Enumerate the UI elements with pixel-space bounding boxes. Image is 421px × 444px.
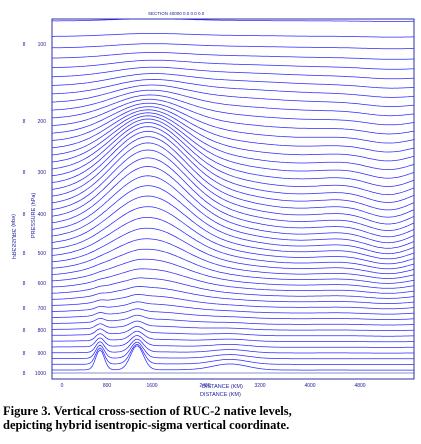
- y-tick-label-mirror: 8: [23, 371, 26, 377]
- native-level-line: [52, 118, 414, 187]
- x-tick-label: 800: [103, 383, 112, 389]
- native-level-line: [52, 330, 414, 343]
- native-level-line: [52, 109, 414, 162]
- y-tick-label-mirror: 8: [23, 251, 26, 257]
- x-tick-label: 3200: [254, 383, 265, 389]
- native-level-line: [52, 98, 414, 135]
- caption-line-2: depicting hybrid isentropic-sigma vertic…: [3, 418, 290, 432]
- native-level-line: [52, 112, 414, 170]
- native-level-line: [52, 258, 414, 289]
- caption-line-1: Figure 3. Vertical cross-section of RUC-…: [3, 404, 292, 418]
- y-axis-label: PRESSURE (hPa): [31, 193, 37, 238]
- native-level-line: [52, 33, 414, 38]
- native-level-line: [52, 308, 414, 320]
- x-tick-label: 4800: [354, 383, 365, 389]
- y-tick-label-mirror: 8: [23, 119, 26, 125]
- x-axis-label-top: DISTANCE (KM): [202, 384, 243, 390]
- y-tick-label: 200: [38, 119, 47, 125]
- native-level-line: [52, 89, 414, 117]
- native-level-line: [52, 326, 414, 337]
- native-level-line: [52, 122, 414, 195]
- y-axis-label-mirror: (eqa) ЭЯUƧƧЭЯЧ: [10, 214, 16, 259]
- cross-section-chart: SECTION 40000 0.0 0.0 0.0 100 200 300 400 50…: [10, 11, 415, 398]
- native-level-line: [52, 102, 414, 144]
- x-tick-label: 0: [61, 383, 64, 389]
- native-level-line: [52, 115, 414, 179]
- native-level-line: [52, 52, 414, 60]
- native-level-line: [52, 166, 414, 244]
- native-level-line: [52, 59, 414, 70]
- native-level-line: [52, 268, 414, 294]
- y-tick-label-mirror: 8: [23, 42, 26, 48]
- y-tick-label: 1000: [35, 371, 46, 377]
- native-level-line: [52, 84, 414, 107]
- native-level-line: [52, 73, 414, 89]
- native-level-line: [52, 301, 414, 315]
- native-level-line: [52, 157, 414, 238]
- native-level-line: [52, 314, 414, 326]
- y-tick-label-mirror: 8: [23, 351, 26, 357]
- native-level-line: [52, 130, 414, 211]
- native-level-line: [52, 43, 414, 50]
- figure-caption: Figure 3. Vertical cross-section of RUC-…: [3, 404, 419, 432]
- native-level-line: [52, 320, 414, 331]
- native-level-line: [52, 185, 414, 255]
- plot-frame: [51, 18, 415, 380]
- native-level-line: [52, 106, 414, 153]
- y-tick-label: 700: [38, 306, 47, 312]
- native-level-line: [52, 136, 414, 218]
- native-level-line: [52, 79, 414, 98]
- x-tick-label: 2400: [199, 383, 210, 389]
- native-level-line: [52, 126, 414, 203]
- native-level-line: [52, 335, 414, 348]
- y-tick-label-mirror: 8: [23, 328, 26, 334]
- native-level-lines: [52, 19, 414, 371]
- y-tick-label: 800: [38, 328, 47, 334]
- x-tick-label: 4000: [304, 383, 315, 389]
- y-tick-label: 400: [38, 212, 47, 218]
- y-tick-label: 100: [38, 42, 47, 48]
- native-level-line: [52, 227, 414, 275]
- y-tick-label-mirror: 8: [23, 212, 26, 218]
- native-level-line: [52, 341, 414, 360]
- native-level-line: [52, 286, 414, 304]
- native-level-line: [52, 149, 414, 231]
- native-level-line: [52, 66, 414, 80]
- native-level-line: [52, 248, 414, 284]
- native-level-line: [52, 294, 414, 310]
- native-level-line: [52, 344, 414, 365]
- y-tick-label: 600: [38, 281, 47, 287]
- y-axis-ticks: 100 200 300 400 500 600 700 800 900 1000: [35, 42, 46, 377]
- native-level-line: [52, 238, 414, 279]
- native-level-line: [52, 142, 414, 225]
- native-level-line: [52, 19, 414, 22]
- y-tick-label-mirror: 8: [23, 306, 26, 312]
- x-tick-label: 1600: [146, 383, 157, 389]
- x-axis-label: DISTANCE (KM): [200, 392, 241, 398]
- y-tick-label: 500: [38, 251, 47, 257]
- native-level-line: [52, 175, 414, 249]
- native-level-line: [52, 206, 414, 265]
- y-tick-label-mirror: 8: [23, 281, 26, 287]
- y-tick-label: 900: [38, 351, 47, 357]
- y-tick-label-mirror: 8: [23, 170, 26, 176]
- native-level-line: [52, 338, 414, 354]
- native-level-line: [52, 195, 414, 260]
- y-axis-ticks-mirror: 8 8 8 8 8 8 8 8 8 8: [23, 42, 26, 377]
- native-level-line: [52, 94, 414, 126]
- native-level-line: [52, 277, 414, 299]
- x-axis-ticks: 0 800 1600 2400 3200 4000 4800: [61, 383, 366, 389]
- native-level-line: [52, 217, 414, 270]
- chart-header: SECTION 40000 0.0 0.0 0.0: [148, 11, 205, 16]
- y-tick-label: 300: [38, 170, 47, 176]
- native-level-line: [52, 345, 414, 371]
